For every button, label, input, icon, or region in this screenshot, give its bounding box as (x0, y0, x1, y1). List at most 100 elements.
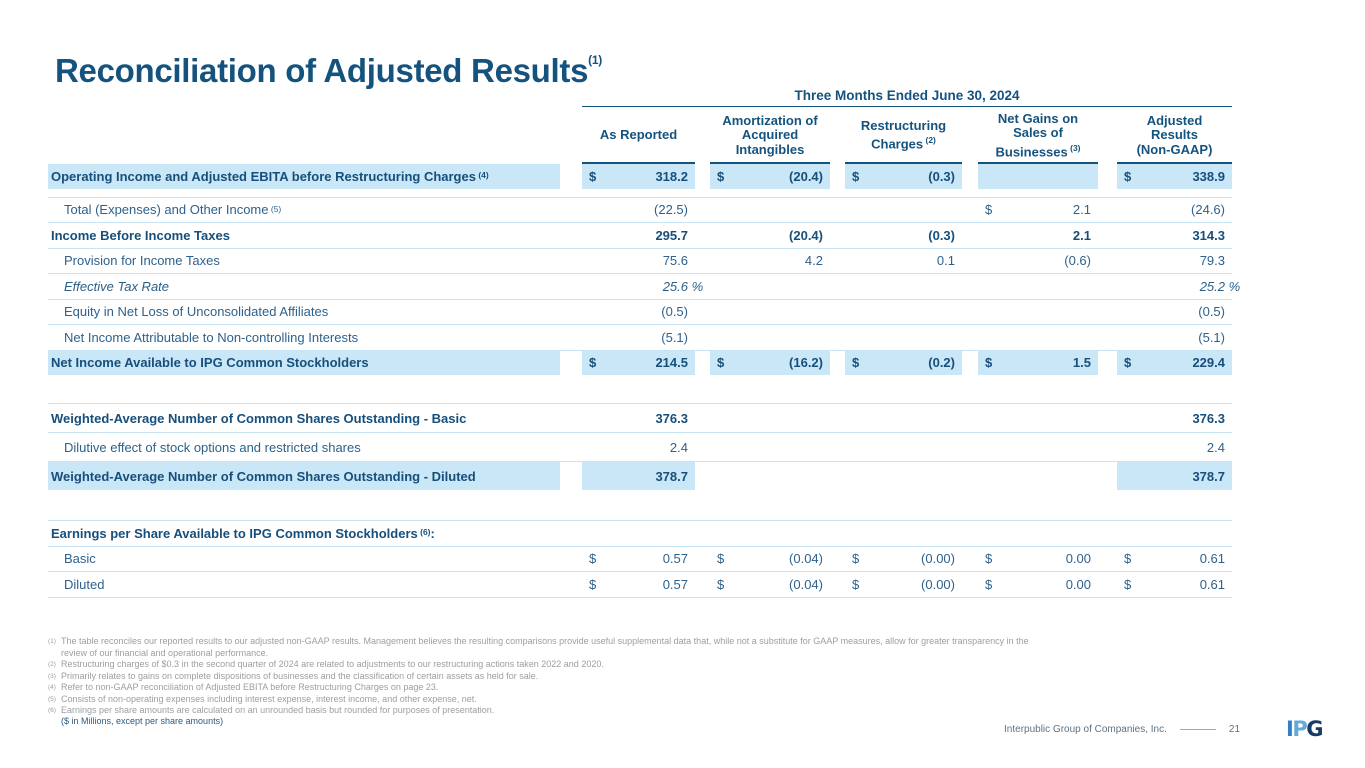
table-cell: $ (0.00) (845, 547, 962, 572)
footnote-text: Consists of non-operating expenses inclu… (61, 693, 477, 704)
cell-value: (0.00) (921, 576, 955, 592)
table-cell: $0.00 (978, 572, 1098, 597)
reconciliation-table: Three Months Ended June 30, 2024 As Repo… (48, 88, 1241, 598)
table-cell (710, 300, 830, 325)
row-label: Earnings per Share Available to IPG Comm… (48, 521, 1232, 546)
footnote-number: (1) (48, 638, 56, 645)
row-label: Basic (48, 547, 560, 572)
table-cell: $0.00 (978, 547, 1098, 572)
table-cell (978, 164, 1098, 189)
column-header-label: As Reported (599, 127, 678, 143)
cell-value: 1.5 (1072, 355, 1091, 371)
row-label: Net Income Attributable to Non-controlli… (48, 325, 560, 350)
table-cell: $0.57 (582, 572, 695, 597)
column-header-label: Amortization of Acquired Intangibles (722, 112, 818, 157)
cell-value: 214.5 (655, 355, 688, 371)
dollar-sign: $ (717, 168, 725, 184)
cell-value: 0.61 (1199, 576, 1225, 592)
dollar-sign: $ (717, 355, 725, 371)
footnote-number: (2) (48, 661, 56, 668)
table-row: Weighted-Average Number of Common Shares… (48, 403, 1232, 432)
row-footnote-ref: (4) (475, 170, 489, 181)
table-cell: 2.4 (1117, 433, 1232, 461)
footnote: (2) Restructuring charges of $0.3 in the … (48, 659, 1033, 671)
cell-value: (5.1) (1198, 329, 1225, 345)
cell-value: 0.57 (662, 551, 688, 567)
row-label-text: Weighted-Average Number of Common Shares… (51, 410, 467, 426)
page-title: Reconciliation of Adjusted Results(1) (55, 52, 602, 90)
column-header: Net Gains on Sales of Businesses (3) (978, 109, 1098, 164)
table-cell: (0.5) (582, 300, 695, 325)
table-cell: 4.2 (710, 249, 830, 274)
cell-value: (0.04) (789, 551, 823, 567)
row-label-text: Net Income Attributable to Non-controlli… (64, 329, 359, 345)
cell-value: 314.3 (1192, 227, 1225, 243)
row-label-text: Income Before Income Taxes (51, 227, 230, 243)
table-cell: 378.7 (582, 462, 695, 490)
dollar-sign: $ (852, 168, 860, 184)
ipg-logo: IPG (1286, 719, 1323, 740)
cell-value: 2.4 (669, 439, 688, 455)
column-header: Adjusted Results (Non-GAAP) (1117, 109, 1232, 164)
table-cell: $338.9 (1117, 164, 1232, 189)
cell-value: (0.6) (1064, 253, 1091, 269)
table-cell (845, 198, 962, 223)
table-row: Operating Income and Adjusted EBITA befo… (48, 164, 1232, 189)
table-cell: $2.1 (978, 198, 1098, 223)
footnote-number: (6) (48, 707, 56, 714)
dollar-sign: $ (985, 202, 993, 218)
dollar-sign: $ (852, 551, 860, 567)
table-cell (978, 300, 1098, 325)
dollar-sign: $ (985, 576, 993, 592)
column-header-text: Net Gains on Sales of Businesses (3) (978, 111, 1098, 160)
footnote: (3) Primarily relates to gains on complet… (48, 671, 1033, 683)
table-cell: $ (16.2) (710, 350, 830, 375)
cell-value: 378.7 (1192, 468, 1225, 484)
table-cell: (0.5) (1117, 300, 1232, 325)
cell-value: 0.57 (662, 576, 688, 592)
footnote: (5) Consists of non-operating expenses in… (48, 694, 1033, 706)
table-cell: $ (0.04) (710, 572, 830, 597)
table-row: Net Income Attributable to Non-controlli… (48, 324, 1232, 350)
table-cell: $214.5 (582, 350, 695, 375)
footer: Interpublic Group of Companies, Inc. 21 … (1004, 719, 1323, 740)
table-row: Total (Expenses) and Other Income (5) (22… (48, 196, 1232, 223)
column-header-label: Adjusted Results (Non-GAAP) (1136, 112, 1213, 157)
table-row: Equity in Net Loss of Unconsolidated Aff… (48, 298, 1232, 325)
period-header-row: Three Months Ended June 30, 2024 (48, 88, 1232, 107)
table-cell: 2.1 (978, 223, 1098, 248)
row-label: Provision for Income Taxes (48, 249, 560, 274)
cell-value: 376.3 (655, 410, 688, 426)
table-cell: $ (0.3) (845, 164, 962, 189)
row-label: Effective Tax Rate (48, 274, 560, 299)
column-header-footnote-ref: (2) (923, 135, 936, 146)
table-cell: $229.4 (1117, 350, 1232, 375)
dollar-sign: $ (1124, 576, 1132, 592)
row-label-text: Earnings per Share Available to IPG Comm… (51, 525, 418, 541)
table-cell: $0.61 (1117, 572, 1232, 597)
footnote-text: Refer to non-GAAP reconciliation of Adju… (61, 682, 439, 692)
cell-value: (0.2) (928, 355, 955, 371)
table-cell: 0.1 (845, 249, 962, 274)
table-cell: 376.3 (582, 404, 695, 432)
table-cell: 25.2 % (1199, 278, 1241, 294)
cell-value: (0.5) (1198, 304, 1225, 320)
cell-value: 318.2 (655, 168, 688, 184)
row-label: Weighted-Average Number of Common Shares… (48, 462, 560, 490)
row-label: Income Before Income Taxes (48, 223, 560, 248)
table-cell: $ (0.2) (845, 350, 962, 375)
cell-value: 229.4 (1192, 355, 1225, 371)
table-spacer (48, 375, 1232, 403)
dollar-sign: $ (589, 355, 597, 371)
row-label: Diluted (48, 572, 560, 597)
footnote-number: (3) (48, 672, 56, 680)
table-cell: 376.3 (1117, 404, 1232, 432)
cell-value: (0.5) (661, 304, 688, 320)
table-cell (978, 404, 1098, 432)
row-label-text: Operating Income and Adjusted EBITA befo… (51, 168, 476, 184)
table-cell (978, 462, 1098, 490)
period-header: Three Months Ended June 30, 2024 (582, 88, 1232, 107)
table-cell (978, 433, 1098, 461)
table-row: Weighted-Average Number of Common Shares… (48, 461, 1232, 490)
cell-value: (5.1) (661, 329, 688, 345)
